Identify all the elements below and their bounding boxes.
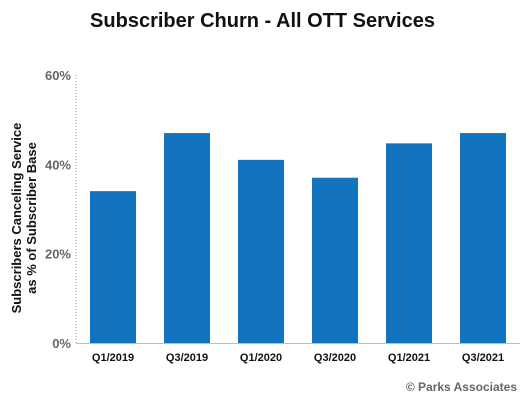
- bar: [460, 133, 506, 343]
- bar: [164, 133, 210, 343]
- chart-title: Subscriber Churn - All OTT Services: [90, 10, 435, 32]
- x-tick-label: Q1/2020: [240, 352, 282, 364]
- y-tick-label: 60%: [45, 68, 71, 83]
- x-tick-label: Q1/2021: [388, 352, 430, 364]
- y-tick-label: 40%: [45, 157, 71, 172]
- source-credit: © Parks Associates: [405, 380, 517, 394]
- x-tick-label: Q1/2019: [92, 352, 134, 364]
- x-tick-label: Q3/2021: [462, 352, 504, 364]
- bar: [312, 177, 358, 343]
- bar: [386, 143, 432, 343]
- x-tick-label: Q3/2019: [166, 352, 208, 364]
- bar: [90, 191, 136, 343]
- bar: [238, 159, 284, 343]
- y-tick-label: 0%: [52, 336, 71, 351]
- x-tick-label: Q3/2020: [314, 352, 356, 364]
- y-tick-label: 20%: [45, 247, 71, 262]
